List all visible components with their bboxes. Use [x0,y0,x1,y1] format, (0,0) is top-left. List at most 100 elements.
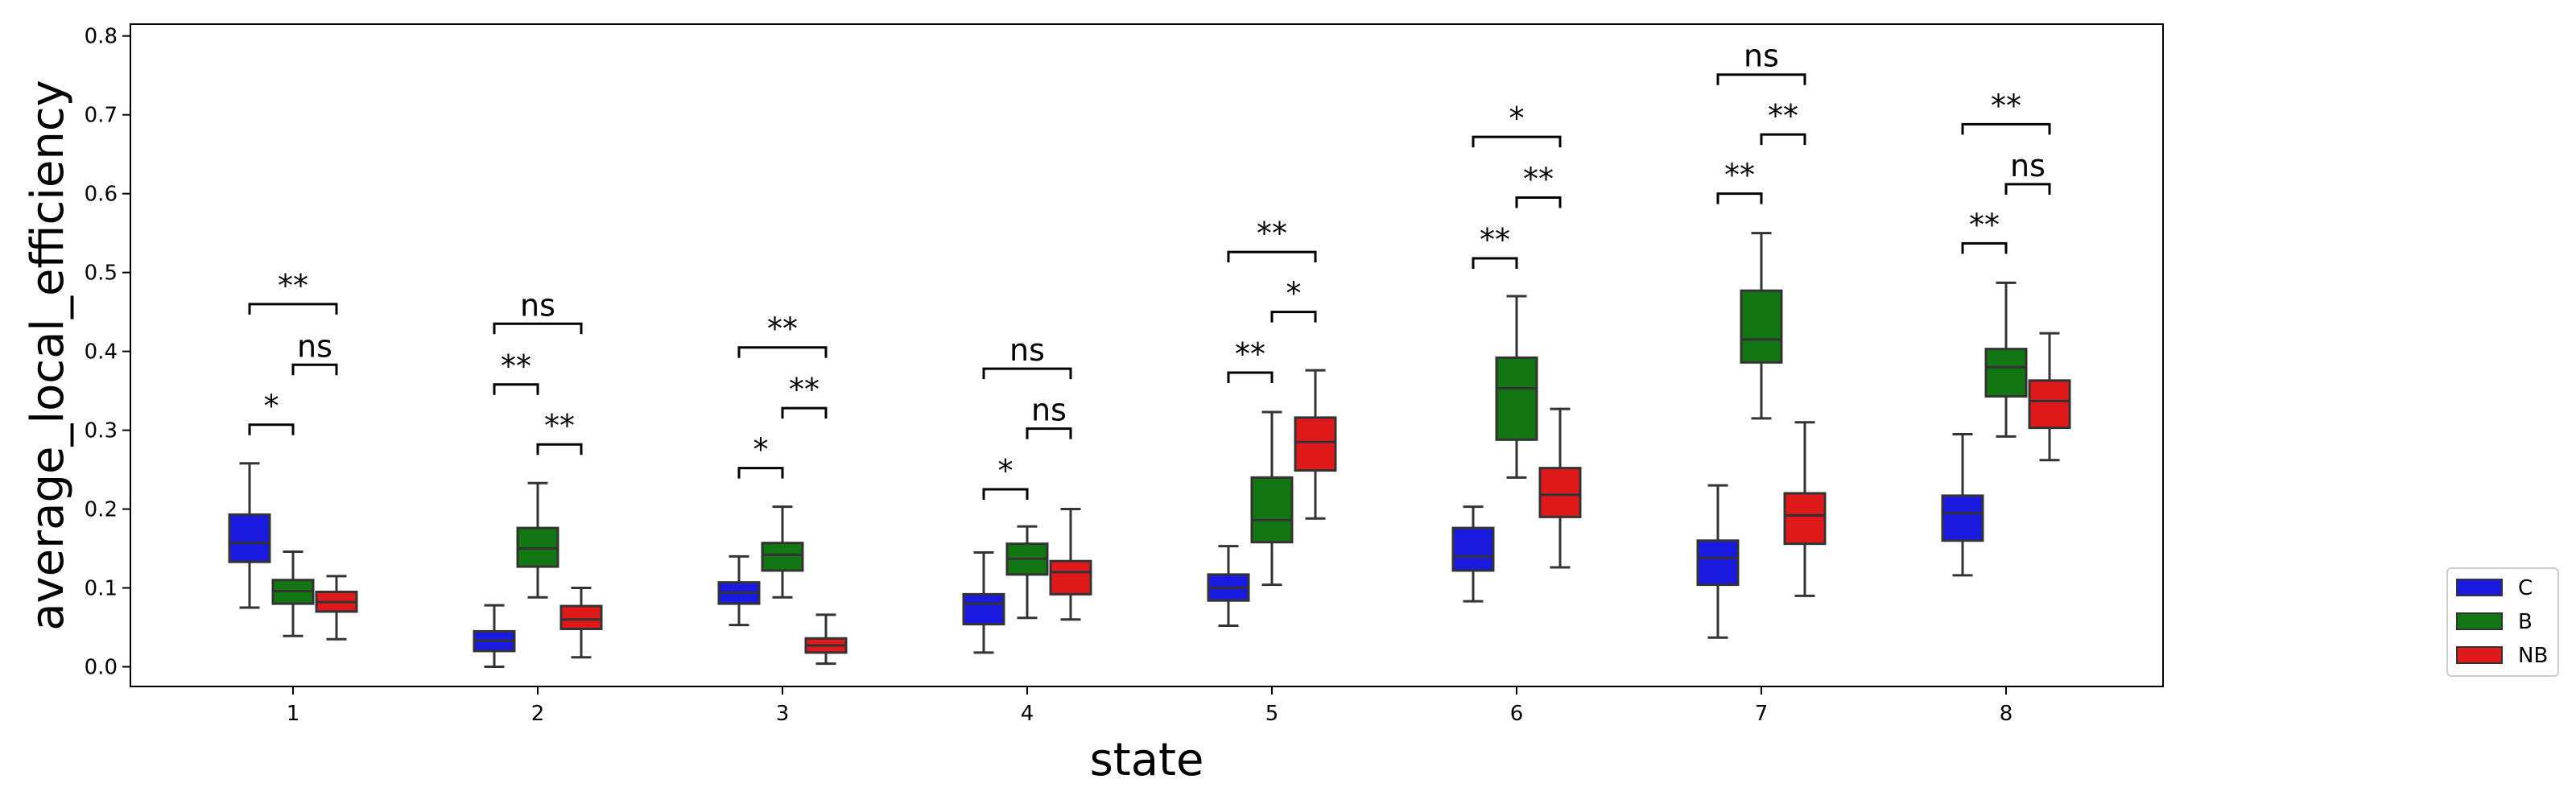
box-iqr [1538,467,1582,518]
bracket-line [737,346,828,358]
significance-bracket: ** [737,311,828,358]
box-C-state-7 [1696,484,1740,639]
box-B-state-8 [1984,281,2028,438]
x-tick-label: 4 [1021,702,1034,726]
box-C-state-6 [1451,505,1495,603]
significance-bracket: ** [1961,88,2051,135]
significance-label: ** [1523,162,1554,197]
significance-bracket: ns [1026,393,1072,439]
y-tick-label: 0.1 [85,577,118,601]
significance-bracket: ** [536,408,583,456]
box-C-state-5 [1207,545,1250,628]
box-iqr [2028,379,2071,430]
significance-bracket: ns [291,328,338,376]
bracket-line [1760,133,1806,146]
significance-label: ns [297,328,332,364]
x-axis: 1 2 3 4 5 6 7 8 [287,686,2013,726]
box-B-state-4 [1005,525,1049,620]
significance-bracket: * [1270,276,1317,323]
significance-label: ** [1768,98,1798,134]
bracket-line [1472,135,1562,148]
significance-bracket: ** [493,348,539,395]
legend-item-C: C [2456,576,2533,600]
x-tick-label: 2 [531,702,545,726]
significance-bracket: ns [2004,148,2051,195]
box-iqr [1049,559,1092,596]
significance-label: ** [501,348,531,384]
significance-bracket: ns [982,332,1072,380]
bracket-line [536,443,583,456]
significance-label: ** [1969,207,2000,242]
box-C-state-8 [1941,432,1984,577]
y-tick-label: 0.8 [85,25,118,49]
box-NB-state-4 [1049,508,1092,621]
box-B-state-5 [1250,410,1294,587]
box-iqr [1451,526,1495,572]
bracket-line [737,467,784,479]
box-NB-state-6 [1538,407,1582,569]
box-NB-state-7 [1783,421,1827,597]
significance-label: * [264,389,279,424]
box-C-state-3 [717,554,761,627]
bracket-line [1472,257,1518,269]
box-B-state-6 [1495,295,1538,479]
bracket-line [1227,371,1274,384]
x-axis-title: state [1090,734,1204,786]
box-iqr [1984,348,2028,398]
y-tick-label: 0.7 [85,104,118,128]
y-tick-label: 0.3 [85,419,118,443]
significance-label: ** [789,372,819,407]
x-tick-label: 8 [2000,702,2013,726]
bracket-line [1270,311,1317,323]
box-iqr [1696,539,1740,587]
bracket-line [291,363,338,376]
y-tick-label: 0.6 [85,183,118,207]
box-iqr [1941,494,1984,542]
bracket-line [1961,122,2051,135]
significance-bracket: ns [1716,39,1806,85]
bracket-line [2004,183,2051,195]
bracket-line [493,322,583,335]
x-tick-label: 5 [1265,702,1279,726]
box-NB-state-5 [1294,369,1337,520]
significance-bracket: ** [1472,222,1518,269]
significance-label: ns [2010,148,2046,183]
significance-label: ns [520,287,555,323]
significance-bracket: * [737,432,784,479]
x-tick-label: 7 [1755,702,1769,726]
significance-bracket: * [982,453,1029,501]
significance-label: ns [1031,393,1067,428]
box-iqr [559,604,603,630]
significance-bracket: ** [1716,158,1763,204]
significance-label: * [753,432,769,468]
significance-bracket: * [248,389,295,435]
legend-swatch [2456,579,2503,596]
significance-bracket: ** [1227,336,1274,384]
box-B-state-1 [271,550,315,637]
bracket-line [1026,427,1072,439]
box-iqr [962,592,1005,626]
box-iqr [1294,416,1337,472]
x-tick-label: 3 [776,702,790,726]
bracket-line [1716,192,1763,204]
significance-bracket: ** [1227,216,1317,263]
significance-label: ** [278,268,308,303]
box-iqr [228,513,271,563]
significance-label: ns [1009,332,1045,368]
box-B-state-7 [1740,232,1783,420]
box-iqr [761,542,804,572]
significance-label: * [1286,276,1302,311]
legend-swatch [2456,646,2503,664]
y-axis: 0.0 0.1 0.2 0.3 0.4 0.5 0.6 0.7 0.8 [85,25,130,680]
boxes-layer [228,232,2071,669]
box-B-state-2 [516,481,559,599]
significance-bracket: ** [1515,162,1562,208]
legend: CB NB [2446,567,2559,677]
legend-item-NB: NB [2456,644,2548,668]
significance-label: ns [1744,39,1779,74]
box-NB-state-1 [315,575,358,641]
significance-label: * [1509,101,1525,136]
